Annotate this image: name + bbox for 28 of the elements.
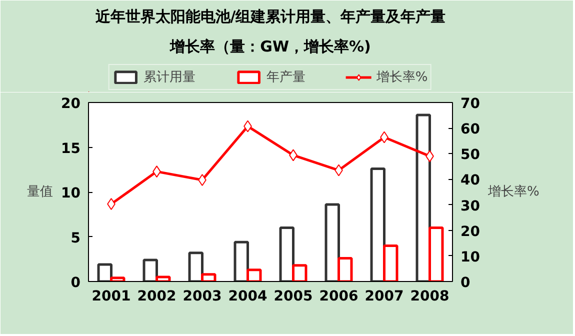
y2-tick-label: 0 — [460, 275, 470, 291]
y-tick-label: 20 — [61, 96, 81, 112]
x-tick-label: 2003 — [182, 288, 222, 304]
x-tick-label: 2001 — [92, 288, 131, 304]
x-tick-label: 2007 — [364, 288, 404, 304]
x-tick-label: 2008 — [410, 288, 450, 304]
y2-tick-label: 10 — [460, 249, 480, 266]
y-tick-label: 0 — [70, 275, 81, 291]
y2-tick-label: 70 — [460, 96, 480, 112]
y-tick-label: 15 — [61, 140, 80, 157]
y2-tick-label: 40 — [460, 172, 480, 189]
y2-axis-title: 增长率% — [486, 184, 540, 200]
y-tick-label: 5 — [70, 230, 81, 246]
legend-label: 累计用量 — [143, 69, 196, 86]
legend-label: 增长率% — [376, 69, 428, 86]
legend-label: 年产量 — [266, 69, 306, 86]
x-tick-label: 2002 — [137, 288, 176, 304]
y-tick-label: 10 — [61, 186, 81, 202]
x-tick-label: 2006 — [319, 288, 358, 304]
y-axis-title: 量值 — [27, 184, 54, 200]
y2-tick-label: 50 — [460, 147, 480, 164]
y2-tick-label: 60 — [460, 122, 480, 138]
x-tick-label: 2005 — [274, 288, 313, 304]
chart-subtitle: 增长率（量：GW，增长率%) — [169, 38, 371, 56]
y2-tick-label: 30 — [460, 198, 480, 214]
chart-title: 近年世界太阳能电池/组建累计用量、年产量及年产量 — [94, 8, 446, 26]
y2-tick-label: 20 — [460, 224, 480, 240]
x-tick-label: 2004 — [228, 288, 268, 304]
